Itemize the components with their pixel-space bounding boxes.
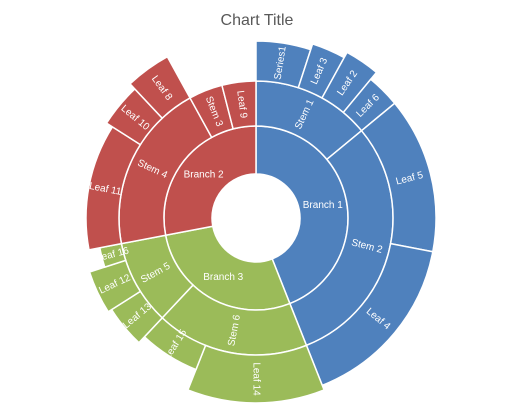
segment-leaf-9 [221, 80, 257, 130]
segment-label-branch-3: Branch 3 [203, 272, 243, 283]
segment-leaf-8 [128, 55, 192, 120]
chart-title: Chart Title [220, 12, 294, 29]
segment-label-leaf-9: Leaf 9 [234, 90, 248, 119]
segment-label-series1: Series1 [273, 45, 289, 81]
segment-label-branch-2: Branch 2 [184, 169, 224, 180]
segment-leaf-14 [186, 344, 326, 404]
segment-label-leaf-14: Leaf 14 [250, 362, 261, 396]
segment-label-branch-1: Branch 1 [303, 200, 343, 211]
